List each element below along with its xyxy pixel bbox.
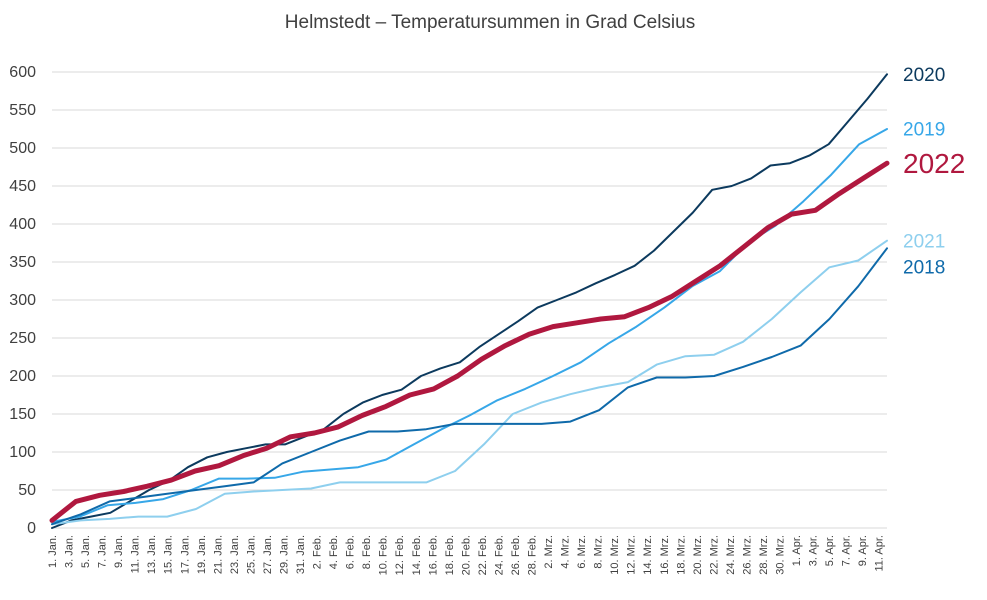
x-tick-label: 26. Mrz. [741, 535, 753, 575]
y-tick-label: 450 [9, 178, 36, 195]
x-tick-label: 4. Mrz. [560, 535, 572, 569]
y-tick-label: 250 [9, 330, 36, 347]
x-tick-label: 3. Apr. [808, 535, 820, 566]
x-tick-label: 28. Mrz. [758, 535, 770, 575]
x-tick-label: 20. Mrz. [692, 535, 704, 575]
x-tick-label: 6. Feb. [345, 535, 357, 569]
x-tick-label: 10. Mrz. [609, 535, 621, 575]
x-tick-label: 9. Apr. [857, 535, 869, 566]
x-tick-label: 20. Feb. [460, 535, 472, 575]
x-tick-label: 22. Mrz. [708, 535, 720, 575]
x-tick-label: 14. Mrz. [642, 535, 654, 575]
series-line-2020 [51, 73, 888, 529]
x-tick-label: 19. Jan. [196, 535, 208, 574]
chart-title: Helmstedt – Temperatursummen in Grad Cel… [285, 12, 695, 33]
y-tick-label: 50 [18, 482, 36, 499]
x-tick-label: 31. Jan. [295, 535, 307, 574]
y-tick-label: 550 [9, 102, 36, 119]
series-label-2020: 2020 [903, 65, 945, 86]
series-labels: 2020 2019 2022 2021 2018 [903, 65, 965, 278]
series-line-2019 [51, 128, 888, 523]
series-label-2021: 2021 [903, 231, 945, 252]
x-axis-tick-labels: 1. Jan. 3. Jan. 5. Jan. 7. Jan. 9. Jan. 11. J… [47, 535, 886, 575]
x-tick-label: 8. Feb. [361, 535, 373, 569]
series-label-2018: 2018 [903, 257, 945, 278]
series-line-2018 [51, 247, 888, 526]
y-tick-label: 400 [9, 216, 36, 233]
x-tick-label: 1. Apr. [791, 535, 803, 566]
x-tick-label: 8. Mrz. [593, 535, 605, 569]
grid-lines [52, 71, 887, 529]
x-tick-label: 6. Mrz. [576, 535, 588, 569]
x-tick-label: 24. Mrz. [725, 535, 737, 575]
x-tick-label: 7. Apr. [841, 535, 853, 566]
x-tick-label: 5. Apr. [824, 535, 836, 566]
x-tick-label: 26. Feb. [510, 535, 522, 575]
x-tick-label: 22. Feb. [477, 535, 489, 575]
y-tick-label: 0 [27, 520, 36, 537]
x-tick-label: 1. Jan. [47, 535, 59, 568]
x-tick-label: 5. Jan. [80, 535, 92, 568]
x-tick-label: 23. Jan. [229, 535, 241, 574]
x-tick-label: 17. Jan. [179, 535, 191, 574]
x-tick-label: 10. Feb. [378, 535, 390, 575]
y-axis-tick-labels: 0 50 100 150 200 250 300 350 400 450 500 550 600 [9, 64, 36, 537]
x-tick-label: 12. Mrz. [626, 535, 638, 575]
y-tick-label: 600 [9, 64, 36, 81]
y-tick-label: 350 [9, 254, 36, 271]
series-label-2022: 2022 [903, 148, 965, 179]
x-tick-label: 15. Jan. [163, 535, 175, 574]
x-tick-label: 21. Jan. [212, 535, 224, 574]
series-lines [49, 73, 890, 529]
x-tick-label: 9. Jan. [113, 535, 125, 568]
series-label-2019: 2019 [903, 120, 945, 141]
x-tick-label: 30. Mrz. [775, 535, 787, 575]
x-tick-label: 29. Jan. [278, 535, 290, 574]
x-tick-label: 16. Mrz. [659, 535, 671, 575]
x-tick-label: 16. Feb. [427, 535, 439, 575]
x-tick-label: 7. Jan. [97, 535, 109, 568]
x-tick-label: 28. Feb. [527, 535, 539, 575]
x-tick-label: 11. Jan. [130, 535, 142, 573]
x-tick-label: 27. Jan. [262, 535, 274, 574]
x-tick-label: 2. Feb. [312, 535, 324, 569]
x-tick-label: 18. Feb. [444, 535, 456, 575]
x-tick-label: 24. Feb. [493, 535, 505, 575]
y-tick-label: 500 [9, 140, 36, 157]
series-line-2022 [49, 160, 890, 523]
x-tick-label: 12. Feb. [394, 535, 406, 575]
y-tick-label: 150 [9, 406, 36, 423]
y-tick-label: 200 [9, 368, 36, 385]
y-tick-label: 300 [9, 292, 36, 309]
x-tick-label: 14. Feb. [411, 535, 423, 575]
x-tick-label: 11. Apr. [874, 535, 886, 572]
x-tick-label: 18. Mrz. [675, 535, 687, 575]
x-tick-label: 2. Mrz. [543, 535, 555, 569]
x-tick-label: 4. Feb. [328, 535, 340, 569]
series-line-2021 [51, 239, 888, 526]
x-tick-label: 25. Jan. [245, 535, 257, 574]
x-tick-label: 13. Jan. [146, 535, 158, 574]
x-tick-label: 3. Jan. [64, 535, 76, 568]
y-tick-label: 100 [9, 444, 36, 461]
